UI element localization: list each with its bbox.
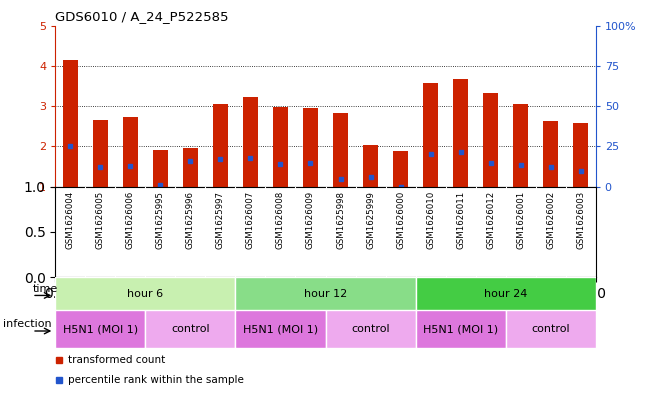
Text: GSM1626011: GSM1626011 xyxy=(456,191,465,250)
Text: infection: infection xyxy=(3,319,51,329)
Bar xyxy=(55,277,236,310)
Text: GSM1626001: GSM1626001 xyxy=(516,191,525,250)
Text: GSM1626007: GSM1626007 xyxy=(246,191,255,250)
Text: GDS6010 / A_24_P522585: GDS6010 / A_24_P522585 xyxy=(55,10,229,23)
Text: hour 12: hour 12 xyxy=(304,289,347,299)
Bar xyxy=(543,121,558,187)
Bar xyxy=(236,277,415,310)
Text: GSM1625997: GSM1625997 xyxy=(216,191,225,249)
Text: GSM1625999: GSM1625999 xyxy=(366,191,375,249)
Text: hour 24: hour 24 xyxy=(484,289,527,299)
Bar xyxy=(153,150,168,187)
Bar xyxy=(123,118,138,187)
Bar xyxy=(303,108,318,187)
Bar xyxy=(415,310,506,348)
Bar xyxy=(183,149,198,187)
Text: hour 6: hour 6 xyxy=(128,289,163,299)
Bar xyxy=(213,104,228,187)
Bar xyxy=(483,93,498,187)
Text: GSM1626008: GSM1626008 xyxy=(276,191,285,250)
Text: GSM1626009: GSM1626009 xyxy=(306,191,315,249)
Bar xyxy=(273,107,288,187)
Text: GSM1626004: GSM1626004 xyxy=(66,191,75,250)
Text: GSM1626012: GSM1626012 xyxy=(486,191,495,250)
Bar xyxy=(453,79,468,187)
Bar xyxy=(415,277,596,310)
Bar xyxy=(423,83,438,187)
Text: GSM1625998: GSM1625998 xyxy=(336,191,345,249)
Text: control: control xyxy=(171,324,210,334)
Text: transformed count: transformed count xyxy=(68,355,165,365)
Text: H5N1 (MOI 1): H5N1 (MOI 1) xyxy=(62,324,138,334)
Text: GSM1626005: GSM1626005 xyxy=(96,191,105,250)
Bar xyxy=(363,145,378,187)
Bar xyxy=(243,97,258,187)
Text: control: control xyxy=(531,324,570,334)
Text: GSM1626006: GSM1626006 xyxy=(126,191,135,250)
Bar xyxy=(573,123,588,187)
Bar xyxy=(513,104,528,187)
Bar xyxy=(145,310,236,348)
Bar xyxy=(506,310,596,348)
Bar xyxy=(63,60,78,187)
Text: GSM1626003: GSM1626003 xyxy=(576,191,585,250)
Bar xyxy=(55,310,145,348)
Text: H5N1 (MOI 1): H5N1 (MOI 1) xyxy=(423,324,498,334)
Text: GSM1626010: GSM1626010 xyxy=(426,191,435,250)
Text: GSM1626002: GSM1626002 xyxy=(546,191,555,250)
Bar xyxy=(333,113,348,187)
Text: GSM1625996: GSM1625996 xyxy=(186,191,195,249)
Bar xyxy=(326,310,415,348)
Text: percentile rank within the sample: percentile rank within the sample xyxy=(68,375,244,386)
Text: control: control xyxy=(352,324,390,334)
Text: H5N1 (MOI 1): H5N1 (MOI 1) xyxy=(243,324,318,334)
Bar xyxy=(393,151,408,187)
Bar xyxy=(93,120,108,187)
Text: time: time xyxy=(33,284,59,294)
Text: GSM1625995: GSM1625995 xyxy=(156,191,165,249)
Text: GSM1626000: GSM1626000 xyxy=(396,191,405,250)
Bar xyxy=(236,310,326,348)
